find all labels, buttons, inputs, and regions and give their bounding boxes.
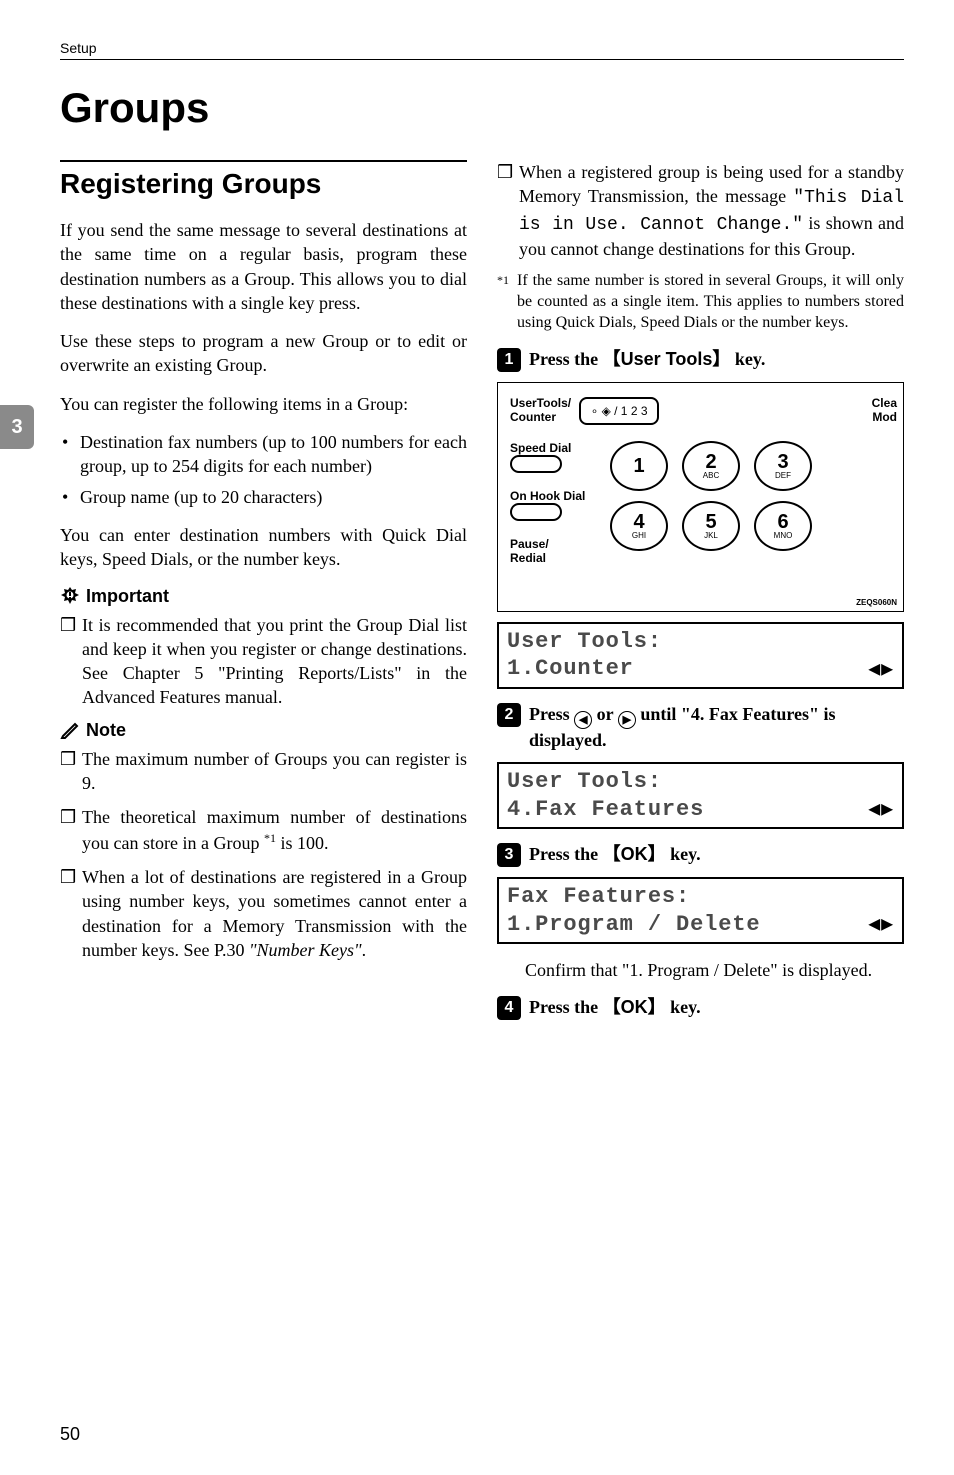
important-label: Important — [86, 586, 169, 607]
step-text: Press the 【OK】 key. — [529, 843, 701, 866]
text: key. — [666, 997, 701, 1017]
lcd-line: Fax Features: — [507, 883, 894, 911]
two-column-layout: Registering Groups If you send the same … — [60, 160, 904, 1030]
paragraph: You can enter destination numbers with Q… — [60, 523, 467, 572]
step-1: 1 Press the 【User Tools】 key. — [497, 348, 904, 372]
footnote-text: If the same number is stored in several … — [517, 271, 904, 333]
usertools-counter-label: UserTools/ Counter — [510, 397, 571, 423]
pause-redial-label: Pause/ Redial — [510, 537, 600, 565]
chapter-tab: 3 — [0, 405, 34, 449]
on-hook-button — [510, 503, 562, 521]
key-1: 1 — [610, 441, 668, 491]
list-item: It is recommended that you print the Gro… — [60, 613, 467, 710]
step-text: Press the 【OK】 key. — [529, 996, 701, 1019]
left-column: Registering Groups If you send the same … — [60, 160, 467, 1030]
running-head: Setup — [60, 40, 904, 60]
lcd-line: 1.Program / Delete — [507, 911, 894, 939]
clear-modes-label: Clea Mod — [872, 397, 897, 423]
key-4: 4GHI — [610, 501, 668, 551]
section-heading: Registering Groups — [60, 168, 467, 200]
page-number: 50 — [60, 1424, 80, 1445]
text: is 100. — [276, 833, 329, 853]
note-icon — [60, 720, 80, 740]
lcd-line: User Tools: — [507, 628, 894, 656]
paragraph: If you send the same message to several … — [60, 218, 467, 315]
paragraph: You can register the following items in … — [60, 392, 467, 416]
list-item: The theoretical maximum number of destin… — [60, 805, 467, 855]
nav-arrows-icon: ◀▶ — [868, 658, 894, 683]
step-text: Press ◀ or ▶ until "4. Fax Features" is … — [529, 703, 904, 753]
lcd-display-3: Fax Features: 1.Program / Delete ◀▶ — [497, 877, 904, 944]
section-rule — [60, 160, 467, 162]
confirm-text: Confirm that "1. Program / Delete" is di… — [497, 958, 904, 982]
text: key. — [666, 844, 701, 864]
left-arrow-icon: ◀ — [574, 711, 592, 729]
right-column: When a registered group is being used fo… — [497, 160, 904, 1030]
important-list: It is recommended that you print the Gro… — [60, 613, 467, 710]
list-item: The maximum number of Groups you can reg… — [60, 747, 467, 796]
nav-arrows-icon: ◀▶ — [868, 798, 894, 823]
keycap: OK — [621, 844, 648, 864]
page-title: Groups — [60, 84, 904, 132]
superscript-ref: *1 — [264, 831, 276, 845]
step-4: 4 Press the 【OK】 key. — [497, 996, 904, 1020]
lcd-line: User Tools: — [507, 768, 894, 796]
bullet-list: Destination fax numbers (up to 100 numbe… — [60, 430, 467, 509]
on-hook-dial-label: On Hook Dial — [510, 489, 600, 503]
step-2: 2 Press ◀ or ▶ until "4. Fax Features" i… — [497, 703, 904, 753]
usertools-button: ∘ ◈ / 1 2 3 — [579, 397, 659, 425]
note-list: The maximum number of Groups you can reg… — [60, 747, 467, 962]
text: . — [362, 940, 367, 960]
step-number-badge: 2 — [497, 703, 521, 727]
lcd-display-1: User Tools: 1.Counter ◀▶ — [497, 622, 904, 689]
key-6: 6MNO — [754, 501, 812, 551]
speed-dial-button — [510, 455, 562, 473]
paragraph: Use these steps to program a new Group o… — [60, 329, 467, 378]
cross-reference: "Number Keys" — [249, 940, 362, 960]
note-heading: Note — [60, 720, 467, 741]
key-3: 3DEF — [754, 441, 812, 491]
text: or — [592, 704, 618, 724]
nav-arrows-icon: ◀▶ — [868, 913, 894, 938]
step-3: 3 Press the 【OK】 key. — [497, 843, 904, 867]
footnote: *1 If the same number is stored in sever… — [497, 271, 904, 333]
key-5: 5JKL — [682, 501, 740, 551]
keycap: User Tools — [621, 349, 713, 369]
key-2: 2ABC — [682, 441, 740, 491]
lcd-display-2: User Tools: 4.Fax Features ◀▶ — [497, 762, 904, 829]
step-number-badge: 3 — [497, 843, 521, 867]
text: Press — [529, 704, 574, 724]
step-number-badge: 4 — [497, 996, 521, 1020]
keypad-illustration: UserTools/ Counter ∘ ◈ / 1 2 3 Clea Mod … — [497, 382, 904, 612]
list-item: Destination fax numbers (up to 100 numbe… — [60, 430, 467, 479]
list-item: When a lot of destinations are registere… — [60, 865, 467, 962]
step-text: Press the 【User Tools】 key. — [529, 348, 765, 371]
text: Press the — [529, 844, 603, 864]
right-arrow-icon: ▶ — [618, 711, 636, 729]
speed-dial-label: Speed Dial — [510, 441, 600, 455]
text: Press the — [529, 997, 603, 1017]
lcd-line: 4.Fax Features — [507, 796, 894, 824]
text: Press the — [529, 349, 603, 369]
text: until "4. Fax Features" is displayed. — [529, 704, 836, 750]
note-label: Note — [86, 720, 126, 741]
keycap: OK — [621, 997, 648, 1017]
numeric-keypad: 1 2ABC 3DEF 4GHI 5JKL 6MNO — [610, 441, 897, 565]
important-heading: Important — [60, 586, 467, 607]
footnote-marker: *1 — [497, 271, 511, 333]
list-item: Group name (up to 20 characters) — [60, 485, 467, 509]
important-icon — [60, 586, 80, 606]
list-item: When a registered group is being used fo… — [497, 160, 904, 261]
text: key. — [730, 349, 765, 369]
lcd-line: 1.Counter — [507, 655, 894, 683]
figure-code: ZEQS060N — [856, 598, 897, 607]
note-list-continued: When a registered group is being used fo… — [497, 160, 904, 261]
step-number-badge: 1 — [497, 348, 521, 372]
